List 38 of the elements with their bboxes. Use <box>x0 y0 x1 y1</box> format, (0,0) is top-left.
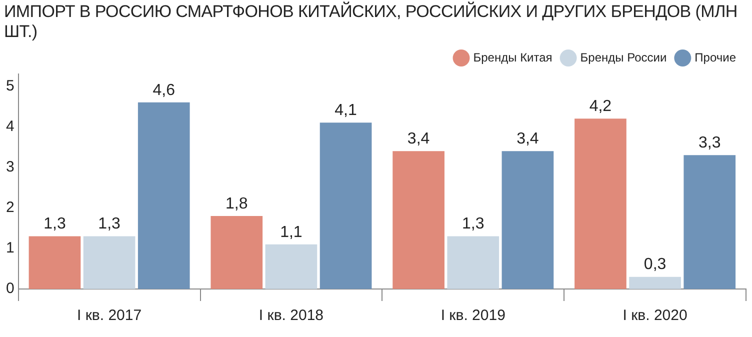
legend-label: Бренды России <box>580 50 667 64</box>
chart-title: ИМПОРТ В РОССИЮ СМАРТФОНОВ КИТАЙСКИХ, РОССИЙСКИХ И ДРУГИХ БРЕНДОВ (МЛН ШТ.) <box>4 2 738 42</box>
bar <box>28 236 81 289</box>
bar <box>210 216 263 289</box>
data-label: 3,3 <box>698 134 721 152</box>
y-tick-label: 2 <box>6 199 14 216</box>
bar <box>629 276 681 289</box>
legend-label: Бренды Китая <box>473 50 552 64</box>
y-tick-label: 1 <box>6 240 14 257</box>
data-label: 1,8 <box>226 195 248 212</box>
data-label: 1,3 <box>98 216 121 233</box>
x-tick-label: I кв. 2020 <box>622 307 688 324</box>
bar <box>574 118 626 289</box>
bar <box>447 236 500 289</box>
data-label: 0,3 <box>644 256 666 274</box>
x-tick-label: I кв. 2017 <box>77 307 142 324</box>
data-label: 4,2 <box>589 98 612 116</box>
bar <box>392 151 444 289</box>
y-tick-label: 5 <box>6 77 14 94</box>
bar <box>265 244 318 289</box>
data-label: 4,6 <box>152 82 176 99</box>
data-label: 3,4 <box>516 130 539 148</box>
bar <box>684 155 736 289</box>
data-label: 1,3 <box>44 216 66 233</box>
data-label: 4,1 <box>334 102 358 120</box>
bar <box>320 122 372 289</box>
legend-label: Прочие <box>694 50 736 64</box>
y-tick-label: 0 <box>6 280 14 298</box>
y-tick-label: 4 <box>6 118 14 135</box>
data-label: 1,1 <box>280 224 302 241</box>
data-label: 1,3 <box>462 216 484 233</box>
x-tick-label: I кв. 2018 <box>258 307 324 324</box>
bar <box>502 151 554 289</box>
y-tick-label: 3 <box>6 158 14 176</box>
bar <box>138 102 190 289</box>
data-label: 3,4 <box>407 130 430 148</box>
bar <box>83 236 136 289</box>
x-tick-label: I кв. 2019 <box>440 307 506 324</box>
